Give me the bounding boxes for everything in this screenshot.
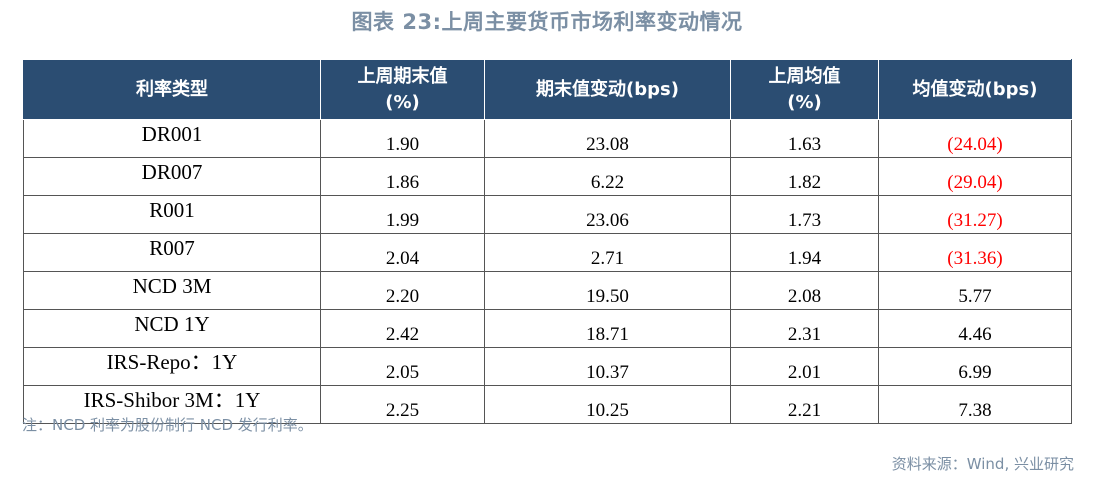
table-row: R007 2.04 2.71 1.94 (31.36) bbox=[23, 233, 1072, 272]
avg-value-cell: 2.21 bbox=[730, 385, 879, 424]
avg-change-cell: 7.38 bbox=[878, 385, 1072, 424]
header-rate-type: 利率类型 bbox=[23, 59, 321, 120]
table-row: NCD 1Y 2.42 18.71 2.31 4.46 bbox=[23, 309, 1072, 348]
avg-value-cell: 2.31 bbox=[730, 309, 879, 348]
rates-table: 利率类型 上周期末值 (%) 期末值变动(bps) 上周均值 (%) 均值变动(… bbox=[23, 59, 1072, 424]
end-change-cell: 6.22 bbox=[484, 157, 731, 196]
rate-name-cell: R001 bbox=[23, 195, 321, 234]
end-value-cell: 2.04 bbox=[320, 233, 485, 272]
end-change-cell: 19.50 bbox=[484, 271, 731, 310]
table-note: 注：NCD 利率为股份制行 NCD 发行利率。 bbox=[22, 416, 313, 434]
rate-name-cell: IRS-Shibor 3M：1Y bbox=[23, 385, 321, 424]
rate-name-cell: DR007 bbox=[23, 157, 321, 196]
end-change-cell: 2.71 bbox=[484, 233, 731, 272]
avg-value-cell: 2.08 bbox=[730, 271, 879, 310]
avg-change-cell: (29.04) bbox=[878, 157, 1072, 196]
end-value-cell: 2.42 bbox=[320, 309, 485, 348]
rate-name-cell: DR001 bbox=[23, 119, 321, 158]
figure-title: 图表 23:上周主要货币市场利率变动情况 bbox=[351, 10, 743, 34]
avg-change-cell: (31.27) bbox=[878, 195, 1072, 234]
end-value-cell: 2.25 bbox=[320, 385, 485, 424]
table-row: IRS-Repo：1Y 2.05 10.37 2.01 6.99 bbox=[23, 347, 1072, 386]
avg-value-cell: 1.63 bbox=[730, 119, 879, 158]
end-change-cell: 10.37 bbox=[484, 347, 731, 386]
avg-value-cell: 2.01 bbox=[730, 347, 879, 386]
rate-name-cell: IRS-Repo：1Y bbox=[23, 347, 321, 386]
source-citation: 资料来源：Wind, 兴业研究 bbox=[891, 455, 1074, 473]
end-value-cell: 1.90 bbox=[320, 119, 485, 158]
rate-name-cell: NCD 1Y bbox=[23, 309, 321, 348]
header-avg-change: 均值变动(bps) bbox=[878, 59, 1072, 120]
end-change-cell: 10.25 bbox=[484, 385, 731, 424]
table-row: R001 1.99 23.06 1.73 (31.27) bbox=[23, 195, 1072, 234]
table-row: NCD 3M 2.20 19.50 2.08 5.77 bbox=[23, 271, 1072, 310]
table-header-row: 利率类型 上周期末值 (%) 期末值变动(bps) 上周均值 (%) 均值变动(… bbox=[23, 59, 1072, 120]
avg-value-cell: 1.73 bbox=[730, 195, 879, 234]
header-avg-value-text: 上周均值 (%) bbox=[768, 65, 841, 113]
header-end-value: 上周期末值 (%) bbox=[320, 59, 485, 120]
avg-change-cell: 4.46 bbox=[878, 309, 1072, 348]
end-value-cell: 1.99 bbox=[320, 195, 485, 234]
rate-name-cell: R007 bbox=[23, 233, 321, 272]
avg-value-cell: 1.94 bbox=[730, 233, 879, 272]
end-change-cell: 18.71 bbox=[484, 309, 731, 348]
rate-name-cell: NCD 3M bbox=[23, 271, 321, 310]
avg-change-cell: (31.36) bbox=[878, 233, 1072, 272]
end-value-cell: 1.86 bbox=[320, 157, 485, 196]
avg-value-cell: 1.82 bbox=[730, 157, 879, 196]
end-value-cell: 2.05 bbox=[320, 347, 485, 386]
header-end-value-text: 上周期末值 (%) bbox=[357, 65, 448, 113]
avg-change-cell: 6.99 bbox=[878, 347, 1072, 386]
end-value-cell: 2.20 bbox=[320, 271, 485, 310]
avg-change-cell: (24.04) bbox=[878, 119, 1072, 158]
table-row: DR007 1.86 6.22 1.82 (29.04) bbox=[23, 157, 1072, 196]
header-end-change: 期末值变动(bps) bbox=[484, 59, 731, 120]
end-change-cell: 23.08 bbox=[484, 119, 731, 158]
header-avg-value: 上周均值 (%) bbox=[730, 59, 879, 120]
table-row: DR001 1.90 23.08 1.63 (24.04) bbox=[23, 119, 1072, 158]
end-change-cell: 23.06 bbox=[484, 195, 731, 234]
avg-change-cell: 5.77 bbox=[878, 271, 1072, 310]
table-row: IRS-Shibor 3M：1Y 2.25 10.25 2.21 7.38 bbox=[23, 385, 1072, 424]
